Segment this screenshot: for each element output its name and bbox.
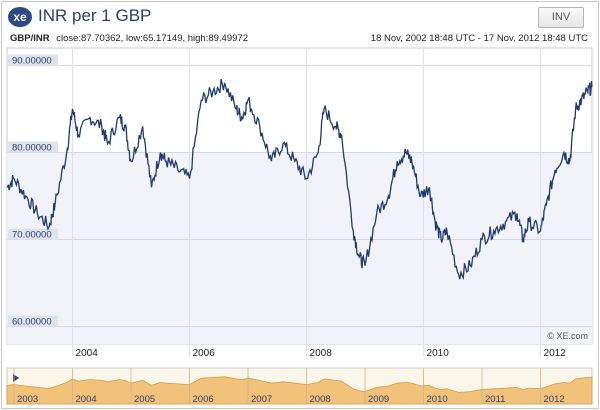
overview-tick-label: 2012 bbox=[544, 394, 565, 405]
x-tick-label: 2006 bbox=[193, 348, 216, 359]
overview-tick-label: 2006 bbox=[193, 394, 214, 405]
y-tick-label: 70.00000 bbox=[12, 230, 52, 241]
stats-summary: GBP/INR close:87.70362, low:65.17149, hi… bbox=[10, 33, 248, 44]
xe-logo: xe bbox=[8, 7, 32, 27]
y-tick-bg bbox=[8, 315, 58, 327]
close-low-high: close:87.70362, low:65.17149, high:89.49… bbox=[56, 33, 248, 44]
y-tick-bg bbox=[8, 141, 58, 153]
x-tick-label: 2012 bbox=[544, 348, 567, 359]
line-chart[interactable]: 60.00000 70.00000 80.00000 90.00000 2004 2006… bbox=[2, 46, 598, 408]
date-range: 18 Nov, 2002 18:48 UTC - 17 Nov, 2012 18… bbox=[370, 33, 588, 44]
y-tick-label: 60.00000 bbox=[12, 317, 52, 328]
overview-fill bbox=[6, 376, 593, 405]
currency-pair: GBP/INR bbox=[10, 33, 50, 44]
overview-tick-label: 2004 bbox=[76, 394, 97, 405]
play-icon bbox=[13, 374, 19, 382]
plot-band bbox=[7, 152, 592, 344]
subheader: GBP/INR close:87.70362, low:65.17149, hi… bbox=[2, 33, 598, 47]
watermark: © XE.com bbox=[547, 331, 588, 341]
inv-button[interactable]: INV bbox=[538, 7, 584, 28]
y-tick-label: 90.00000 bbox=[12, 55, 52, 66]
overview-tick-label: 2003 bbox=[17, 394, 38, 405]
overview-tick-label: 2005 bbox=[134, 394, 155, 405]
overview-tick-label: 2007 bbox=[251, 394, 272, 405]
x-tick-label: 2010 bbox=[427, 348, 450, 359]
overview-tick-label: 2009 bbox=[368, 394, 389, 405]
y-tick-bg bbox=[8, 228, 58, 240]
header: xe INR per 1 GBP INV bbox=[2, 2, 598, 32]
y-tick-label: 80.00000 bbox=[12, 142, 52, 153]
y-tick-bg bbox=[8, 54, 58, 66]
x-tick-label: 2004 bbox=[76, 348, 99, 359]
overview-tick-label: 2010 bbox=[427, 394, 448, 405]
overview-tick-label: 2011 bbox=[485, 394, 505, 405]
price-line bbox=[6, 78, 593, 281]
chart-title: INR per 1 GBP bbox=[38, 6, 152, 25]
x-tick-label: 2008 bbox=[310, 348, 333, 359]
overview-tick-label: 2008 bbox=[310, 394, 331, 405]
